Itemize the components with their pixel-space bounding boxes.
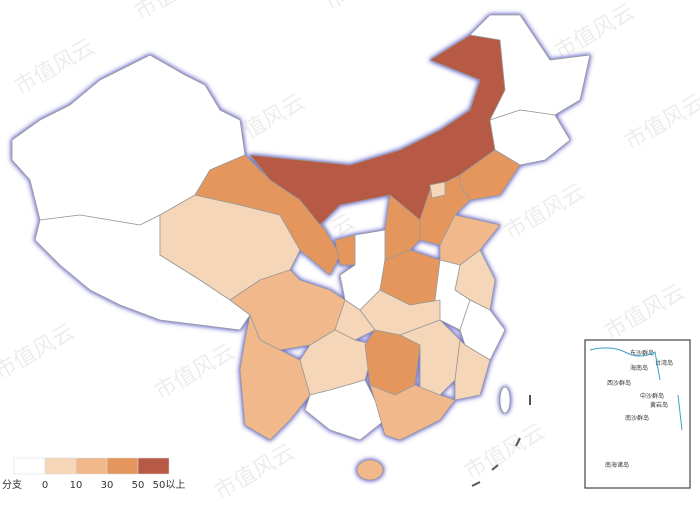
province [334,234,356,266]
inset-label: 西沙群岛 [607,379,631,387]
legend-label: 10 [70,480,83,491]
watermark: 市值风云 [461,420,550,486]
watermark: 市值风云 [551,0,640,65]
inset-box [584,339,691,489]
province [454,339,491,401]
inset-label: 南海诸岛 [605,461,629,469]
province [499,386,511,414]
legend-swatch [75,457,108,475]
legend: 分支 0 10 30 50 50以上 [2,457,186,491]
province [34,214,251,331]
legend-swatch [13,457,46,475]
inset-coast [589,347,683,431]
legend-swatch [44,457,77,475]
watermark: 市值风云 [621,90,700,156]
inset-label: 黄岩岛 [650,401,668,409]
legend-label: 50 [132,480,145,491]
watermark: 市值风云 [11,35,100,101]
province [356,459,384,481]
watermark: 市值风云 [601,280,690,346]
province [194,154,341,276]
province [369,384,456,441]
province [399,319,461,396]
legend-label: 50以上 [153,479,186,491]
inset-label: 南沙群岛 [625,414,649,422]
inset-label: 台湾岛 [655,359,673,367]
inset-label: 中沙群岛 [640,392,664,400]
watermark: 市值风云 [131,0,220,25]
watermark: 市值风云 [321,0,410,15]
watermark: 市值风云 [151,340,240,406]
legend-swatch [137,457,170,475]
province [334,299,376,341]
legend-label: 30 [101,480,114,491]
inset-label: 东沙群岛 [630,349,654,357]
watermark: 市值风云 [0,320,79,386]
legend-swatch [106,457,139,475]
watermark: 市值风云 [501,180,590,246]
legend-label: 0 [42,480,48,491]
inset-label: 海南岛 [630,364,648,372]
legend-title: 分支 [2,479,22,491]
provinces [11,14,591,481]
watermark: 市值风云 [211,440,300,506]
province [469,14,591,121]
province [239,314,311,441]
province [429,181,446,199]
sea-dashes [471,395,531,487]
